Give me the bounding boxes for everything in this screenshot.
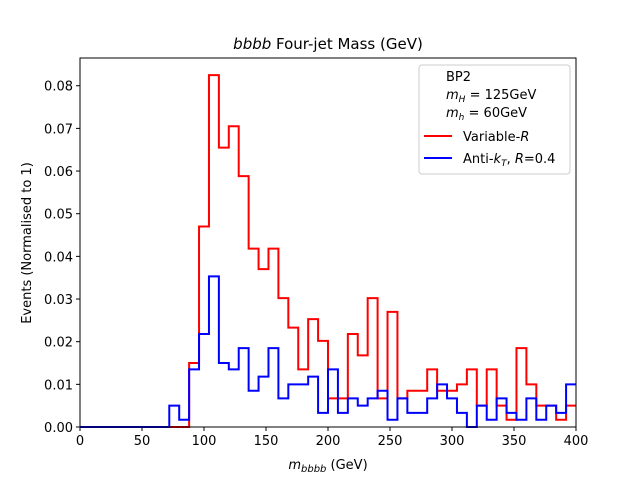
legend-anti-kt-sub: T	[501, 159, 508, 169]
chart-title: bbbb Four-jet Mass (GeV)	[233, 35, 423, 53]
legend-mh-sub: h	[459, 113, 465, 123]
legend-variable-r-text: Variable-	[463, 130, 521, 145]
x-tick-label: 0	[76, 434, 84, 449]
legend-anti-kt-pre: Anti-	[463, 152, 494, 167]
legend: BP2 mH = 125GeV mh = 60GeV Variable-R An…	[418, 64, 571, 175]
legend-anti-kt-k: k	[494, 152, 502, 167]
legend-mH-sub: H	[459, 95, 466, 105]
legend-mh-rest: = 60GeV	[464, 106, 527, 121]
y-tick-label: 0.03	[44, 293, 73, 308]
x-axis-label: mbbbb (GeV)	[288, 458, 367, 475]
x-label-base: m	[288, 458, 301, 473]
ticks: 0 50 100 150 200 250 300 350 400 0.00 0.01 0.02 0.03…	[44, 80, 588, 449]
x-tick-label: 250	[378, 434, 403, 449]
legend-anti-kt-rest: =0.4	[524, 152, 556, 167]
legend-mh-base: m	[446, 106, 459, 121]
legend-anti-kt-r: R	[515, 152, 524, 167]
legend-anti-kt-mid: ,	[507, 152, 515, 167]
x-tick-label: 50	[134, 434, 151, 449]
legend-header-bp: BP2	[446, 70, 471, 85]
legend-mH-base: m	[446, 88, 459, 103]
x-label-unit: (GeV)	[326, 458, 367, 473]
y-tick-label: 0.00	[44, 421, 73, 436]
x-tick-label: 400	[564, 434, 589, 449]
y-tick-label: 0.02	[44, 336, 73, 351]
legend-box	[418, 64, 571, 175]
y-tick-label: 0.01	[44, 378, 73, 393]
legend-label-anti-kt: Anti-kT, R=0.4	[463, 152, 555, 169]
series-anti-kt-step	[80, 275, 576, 428]
x-tick-label: 150	[254, 434, 279, 449]
legend-header-mH: mH = 125GeV	[446, 88, 536, 105]
x-tick-label: 350	[502, 434, 527, 449]
y-axis-label: Events (Normalised to 1)	[20, 162, 35, 324]
y-tick-label: 0.07	[44, 122, 73, 137]
axes-frame	[79, 57, 577, 428]
chart-title-rest: Four-jet Mass (GeV)	[271, 35, 423, 53]
x-label-sub: bbbb	[301, 464, 326, 475]
y-tick-label: 0.05	[44, 208, 73, 223]
series-group	[80, 74, 576, 428]
x-tick-label: 100	[192, 434, 217, 449]
legend-header-mh: mh = 60GeV	[446, 106, 527, 123]
legend-mH-rest: = 125GeV	[465, 88, 536, 103]
legend-variable-r-italic: R	[520, 130, 529, 145]
chart-title-italic: bbbb	[233, 35, 271, 53]
y-tick-label: 0.06	[44, 165, 73, 180]
legend-label-variable-r: Variable-R	[463, 130, 529, 145]
x-tick-label: 300	[440, 434, 465, 449]
y-tick-label: 0.04	[44, 250, 73, 265]
y-tick-label: 0.08	[44, 80, 73, 95]
x-tick-label: 200	[316, 434, 341, 449]
